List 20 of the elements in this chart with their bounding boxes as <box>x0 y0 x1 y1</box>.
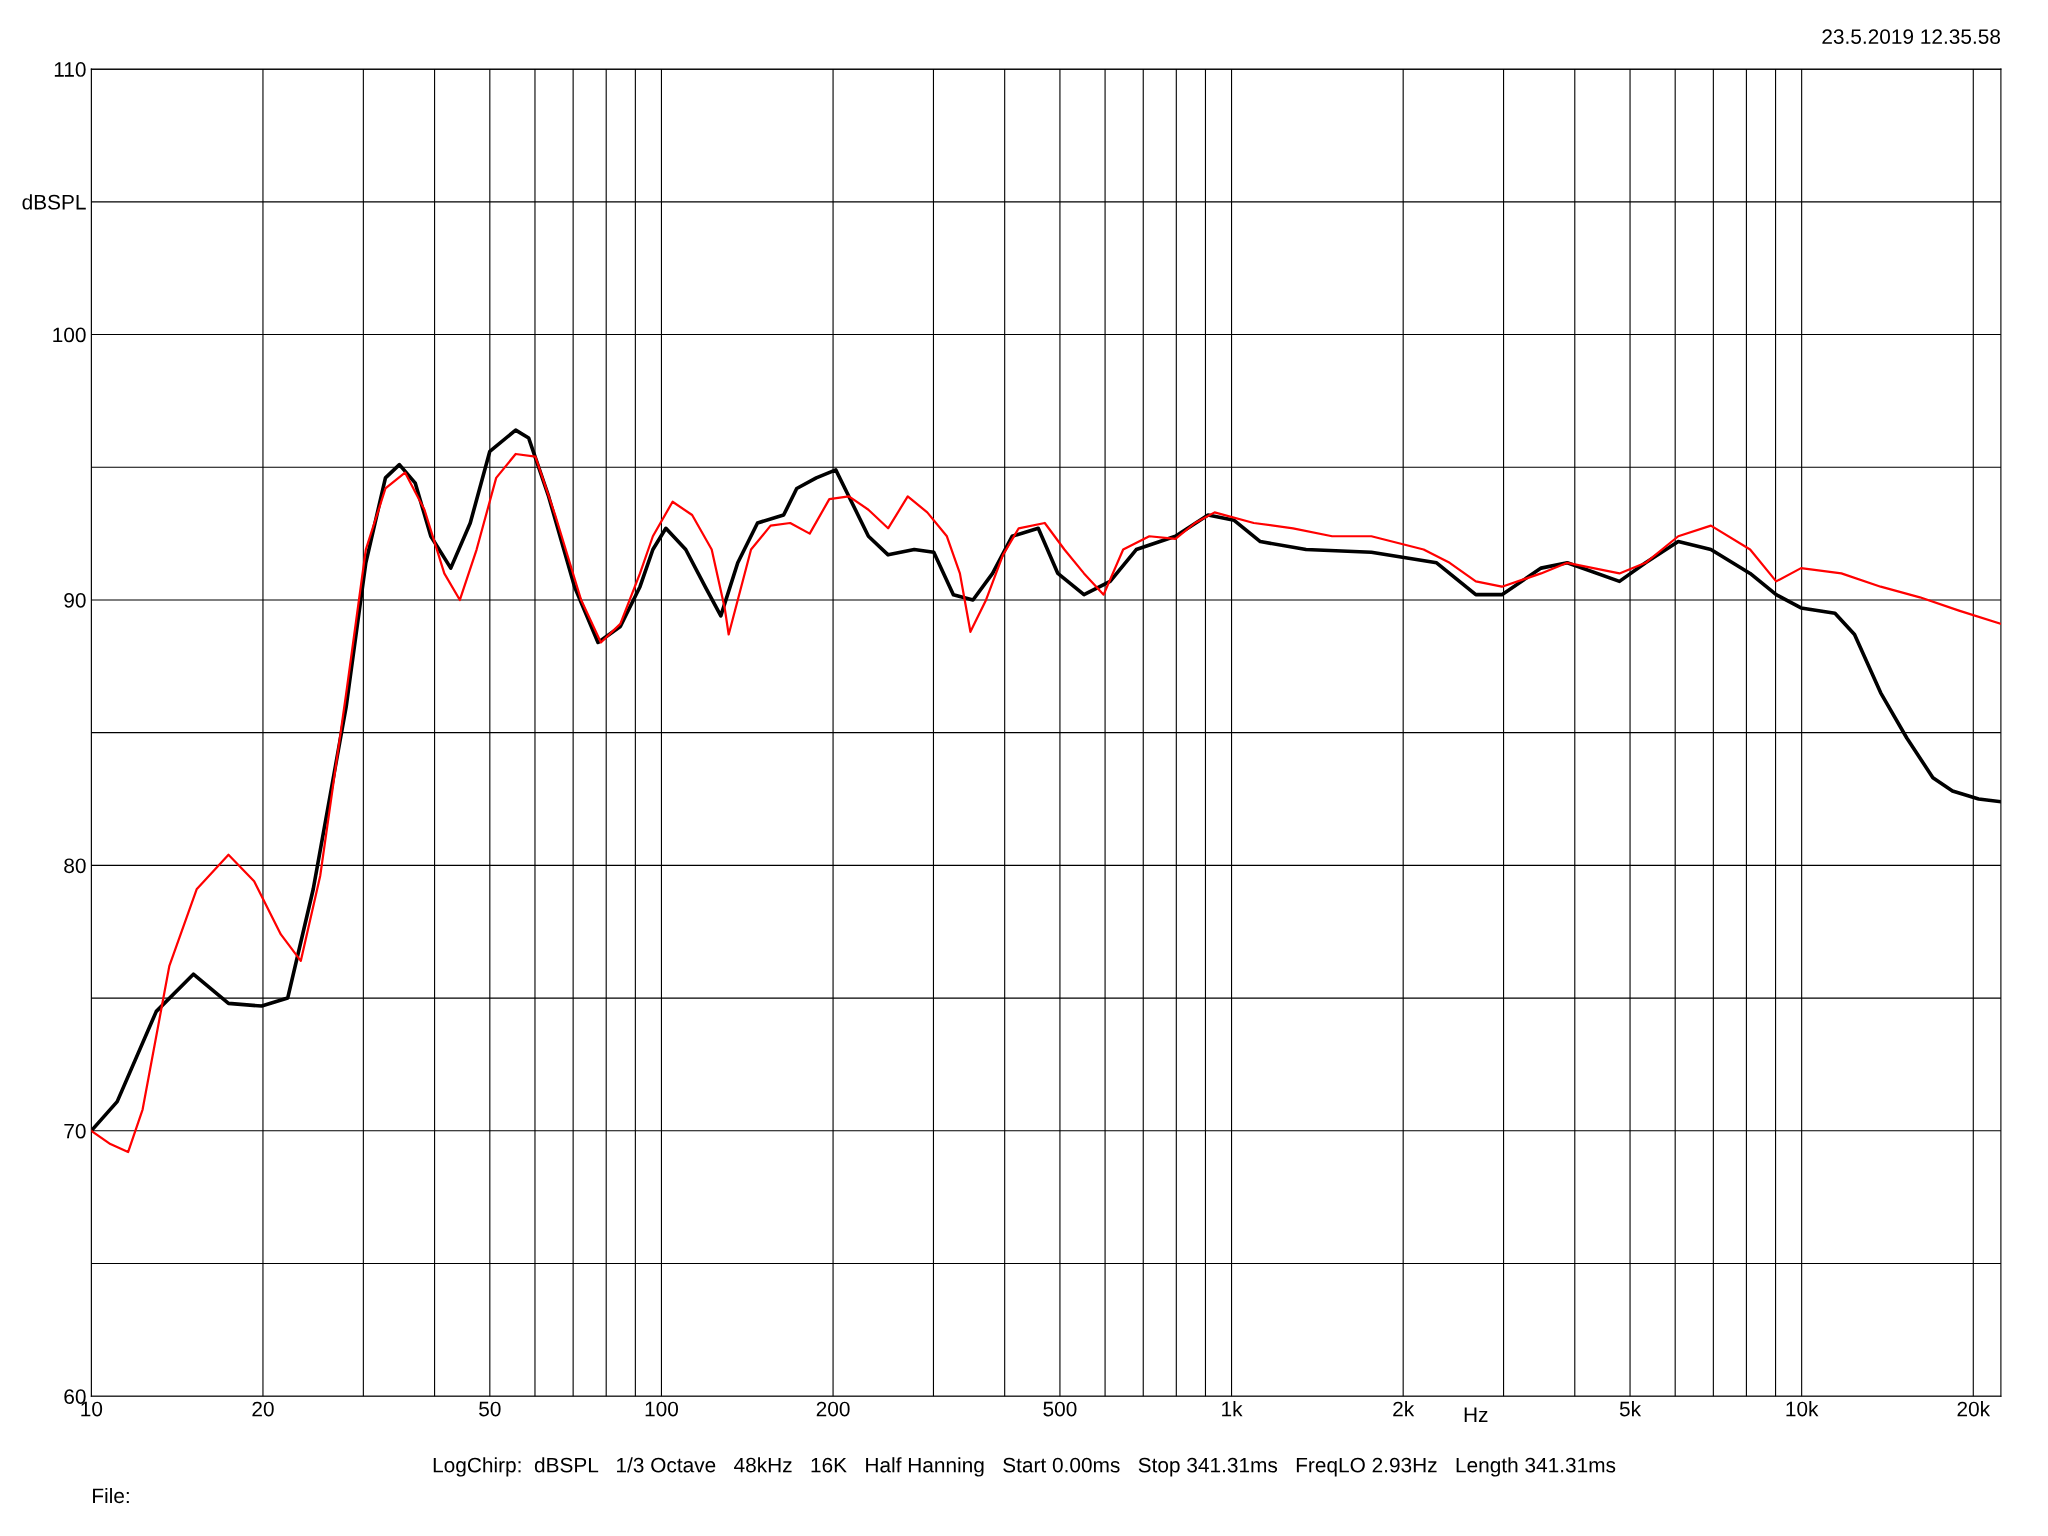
y-tick-label: 100 <box>53 327 86 343</box>
x-tick-label: 5k <box>1619 1401 1642 1417</box>
x-tick-label: 20 <box>252 1401 274 1417</box>
x-axis-title: Hz <box>1464 1407 1488 1422</box>
x-tick-label: 500 <box>1043 1401 1077 1417</box>
x-tick-label: 20k <box>1957 1401 1991 1417</box>
y-tick-label: 70 <box>64 1123 86 1139</box>
text: 23.5.2019 12.35.58 <box>1822 29 2001 44</box>
x-tick-label: 10k <box>1786 1401 1819 1417</box>
x-tick-label: 50 <box>479 1401 501 1417</box>
x-tick-label: 2k <box>1393 1401 1415 1417</box>
text: File: <box>93 1487 129 1504</box>
text: LogChirp: dBSPL 1/3 Octave 48kHz 16K Half Hanning Start 0.00ms Stop 341.31ms FreqLO 2.93Hz Length 341.31ms <box>433 1457 1616 1477</box>
x-tick-label: 200 <box>816 1401 850 1417</box>
x-tick-label: 100 <box>645 1401 679 1417</box>
y-tick-label: 110 <box>54 62 86 77</box>
y-tick-label: dBSPL <box>22 194 86 210</box>
x-tick-label: 1k <box>1222 1401 1243 1417</box>
y-tick-label: 80 <box>64 858 86 874</box>
y-tick-label: 90 <box>64 592 86 608</box>
